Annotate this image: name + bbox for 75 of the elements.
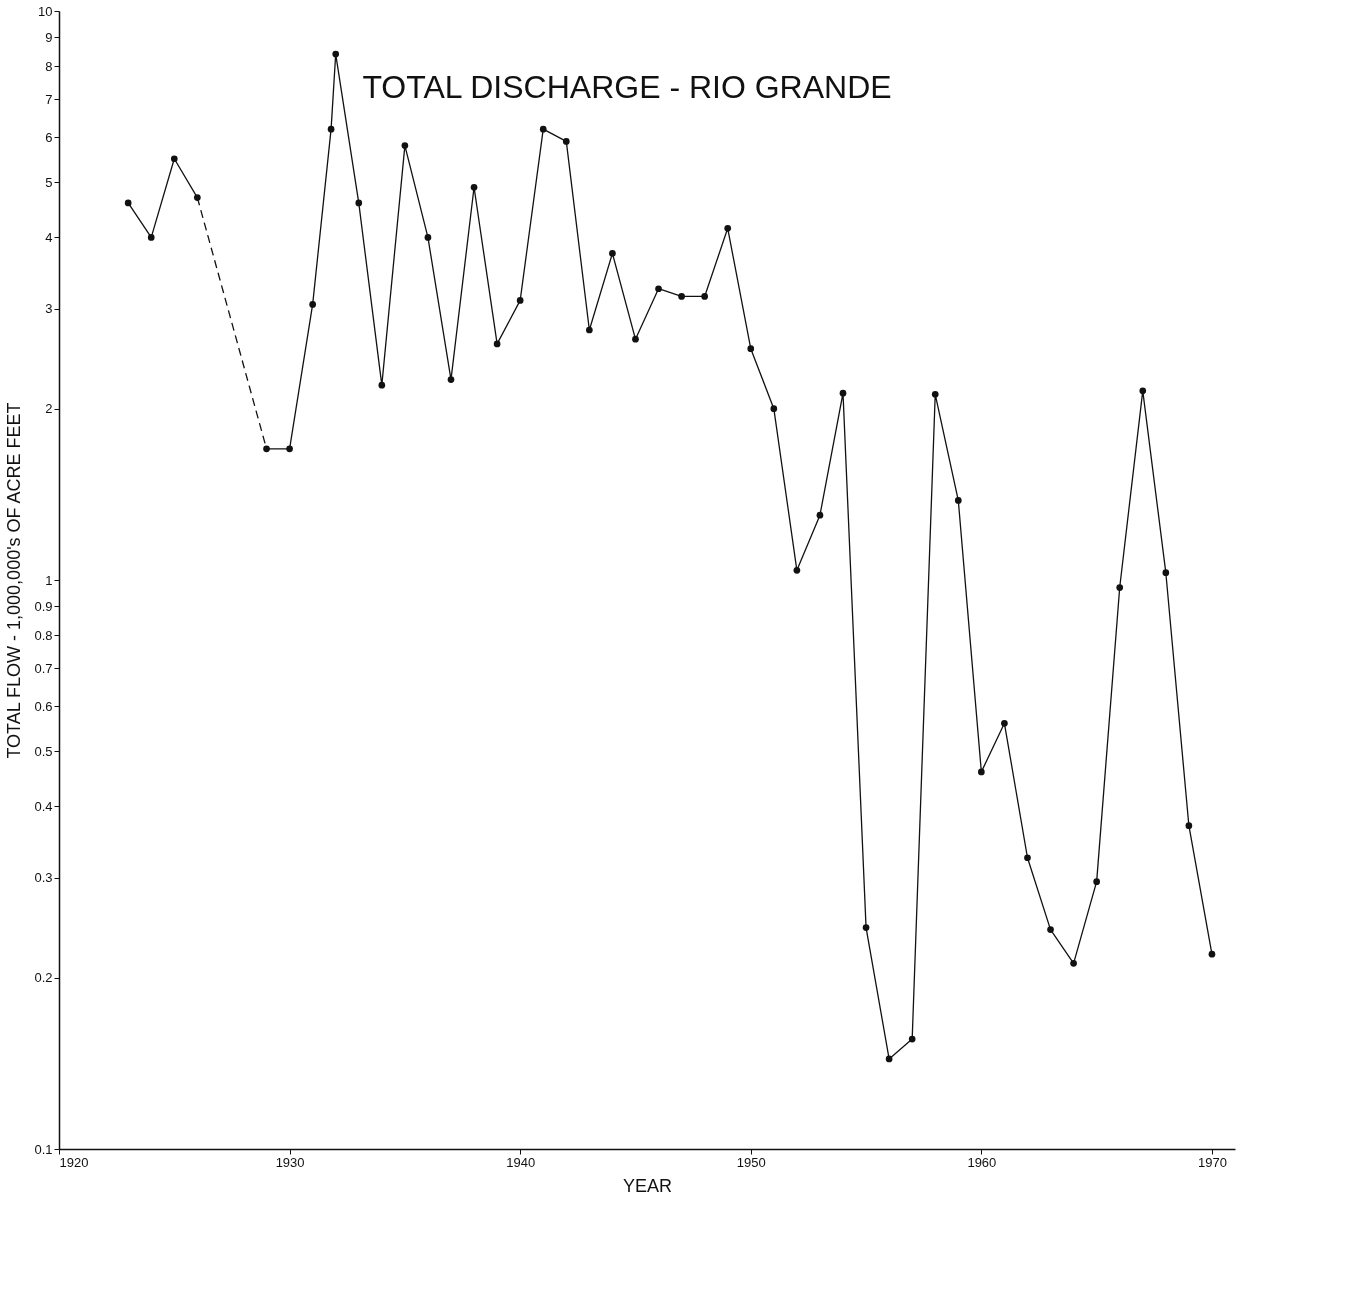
point bbox=[862, 924, 870, 931]
point bbox=[309, 301, 316, 308]
point bbox=[355, 199, 363, 207]
x-axis-title: YEAR bbox=[622, 1175, 673, 1196]
x-tick-label: 1960 bbox=[967, 1154, 997, 1170]
point bbox=[124, 199, 132, 207]
point bbox=[332, 50, 340, 58]
y-tick-label: 0.9 bbox=[34, 598, 53, 614]
point bbox=[839, 389, 847, 397]
point bbox=[931, 390, 939, 398]
point bbox=[263, 445, 270, 453]
point bbox=[401, 142, 409, 149]
point bbox=[1116, 584, 1124, 591]
point bbox=[724, 224, 732, 232]
text: TOTAL DISCHARGE - RIO GRANDE bbox=[362, 69, 892, 105]
point bbox=[1024, 854, 1031, 862]
point bbox=[327, 125, 335, 133]
y-tick-label: 9 bbox=[45, 29, 53, 45]
y-tick-label: 0.1 bbox=[34, 1141, 53, 1157]
x-tick-label: 1940 bbox=[506, 1154, 536, 1170]
point bbox=[516, 297, 524, 304]
y-tick-label: 0.3 bbox=[34, 870, 53, 886]
y-tick-label: 0.5 bbox=[34, 743, 53, 759]
point bbox=[470, 183, 478, 191]
y-tick-label: 0.8 bbox=[34, 627, 53, 643]
point bbox=[632, 335, 639, 343]
y-tick-label: 4 bbox=[45, 229, 53, 245]
point bbox=[286, 445, 293, 453]
point bbox=[1185, 822, 1193, 830]
point bbox=[1093, 878, 1100, 886]
point bbox=[586, 326, 593, 334]
point bbox=[609, 250, 616, 257]
point bbox=[770, 405, 778, 413]
point bbox=[701, 293, 708, 300]
point bbox=[1047, 926, 1054, 933]
point bbox=[978, 768, 985, 776]
point bbox=[493, 340, 501, 348]
y-tick-label: 10 bbox=[38, 3, 53, 19]
point bbox=[1070, 959, 1077, 967]
point bbox=[170, 155, 178, 163]
point bbox=[954, 497, 962, 504]
y-tick-label: 3 bbox=[45, 301, 53, 317]
point bbox=[1139, 387, 1147, 395]
y-tick-label: 0.6 bbox=[34, 698, 53, 714]
point bbox=[678, 293, 685, 300]
point bbox=[1162, 569, 1170, 577]
point bbox=[816, 511, 824, 519]
y-tick-label: 0.2 bbox=[34, 970, 53, 986]
y-tick-label: 0.4 bbox=[34, 798, 53, 814]
point bbox=[655, 285, 662, 293]
point bbox=[378, 381, 386, 389]
y-tick-label: 0.7 bbox=[34, 660, 53, 676]
point bbox=[147, 234, 155, 241]
x-tick-label: 1970 bbox=[1197, 1154, 1227, 1170]
point bbox=[1001, 719, 1008, 727]
point bbox=[1208, 950, 1216, 958]
y-tick-label: 2 bbox=[45, 401, 53, 417]
y-axis-title: TOTAL FLOW - 1,000,000's OF ACRE FEET bbox=[4, 402, 25, 759]
point bbox=[447, 376, 455, 383]
point bbox=[908, 1035, 916, 1043]
x-tick-label: 1950 bbox=[736, 1154, 766, 1170]
x-tick-label: 1920 bbox=[59, 1154, 89, 1170]
point bbox=[539, 125, 547, 133]
y-tick-label: 6 bbox=[45, 129, 53, 145]
point bbox=[562, 138, 570, 145]
point bbox=[424, 234, 432, 241]
y-tick-label: 8 bbox=[45, 58, 53, 74]
point bbox=[747, 345, 755, 353]
point bbox=[885, 1055, 893, 1063]
x-tick-label: 1930 bbox=[275, 1154, 305, 1170]
y-tick-label: 7 bbox=[45, 91, 53, 107]
y-tick-label: 1 bbox=[45, 572, 53, 588]
point bbox=[194, 194, 201, 201]
y-tick-label: 5 bbox=[45, 174, 53, 190]
point bbox=[793, 566, 801, 574]
